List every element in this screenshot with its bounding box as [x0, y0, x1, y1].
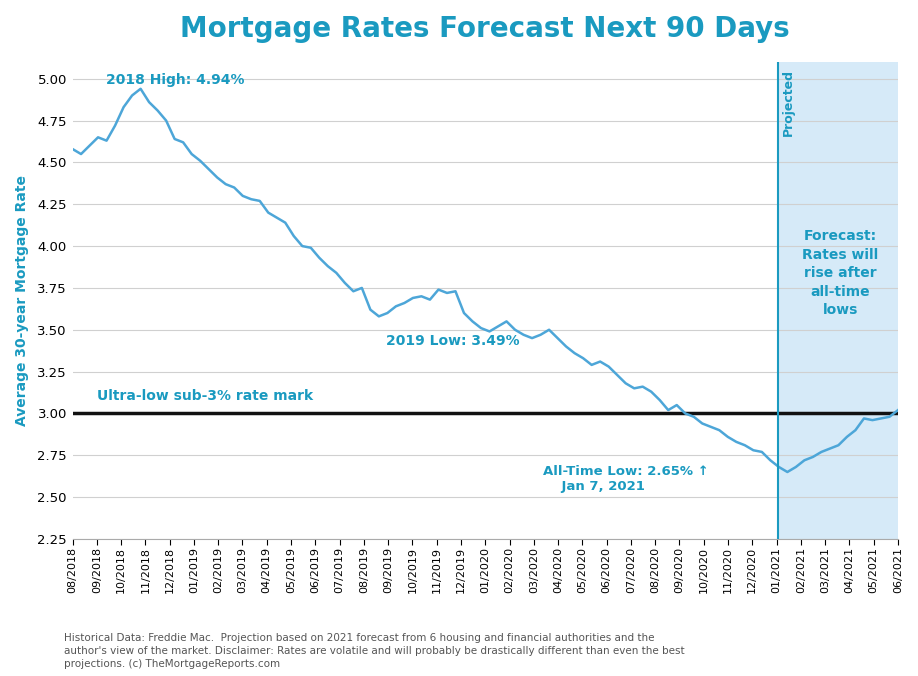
Text: Forecast:
Rates will
rise after
all-time
lows: Forecast: Rates will rise after all-time… — [802, 229, 879, 317]
Text: 2018 High: 4.94%: 2018 High: 4.94% — [106, 73, 244, 87]
Bar — [778, 62, 898, 539]
Y-axis label: Average 30-year Mortgage Rate: Average 30-year Mortgage Rate — [15, 175, 29, 426]
Text: Projected: Projected — [781, 69, 795, 136]
Title: Mortgage Rates Forecast Next 90 Days: Mortgage Rates Forecast Next 90 Days — [180, 15, 790, 43]
Text: Historical Data: Freddie Mac.  Projection based on 2021 forecast from 6 housing : Historical Data: Freddie Mac. Projection… — [64, 633, 685, 669]
Text: All-Time Low: 2.65% ↑
    Jan 7, 2021: All-Time Low: 2.65% ↑ Jan 7, 2021 — [543, 465, 709, 493]
Text: 2019 Low: 3.49%: 2019 Low: 3.49% — [386, 334, 520, 348]
Text: Ultra-low sub-3% rate mark: Ultra-low sub-3% rate mark — [97, 389, 313, 402]
